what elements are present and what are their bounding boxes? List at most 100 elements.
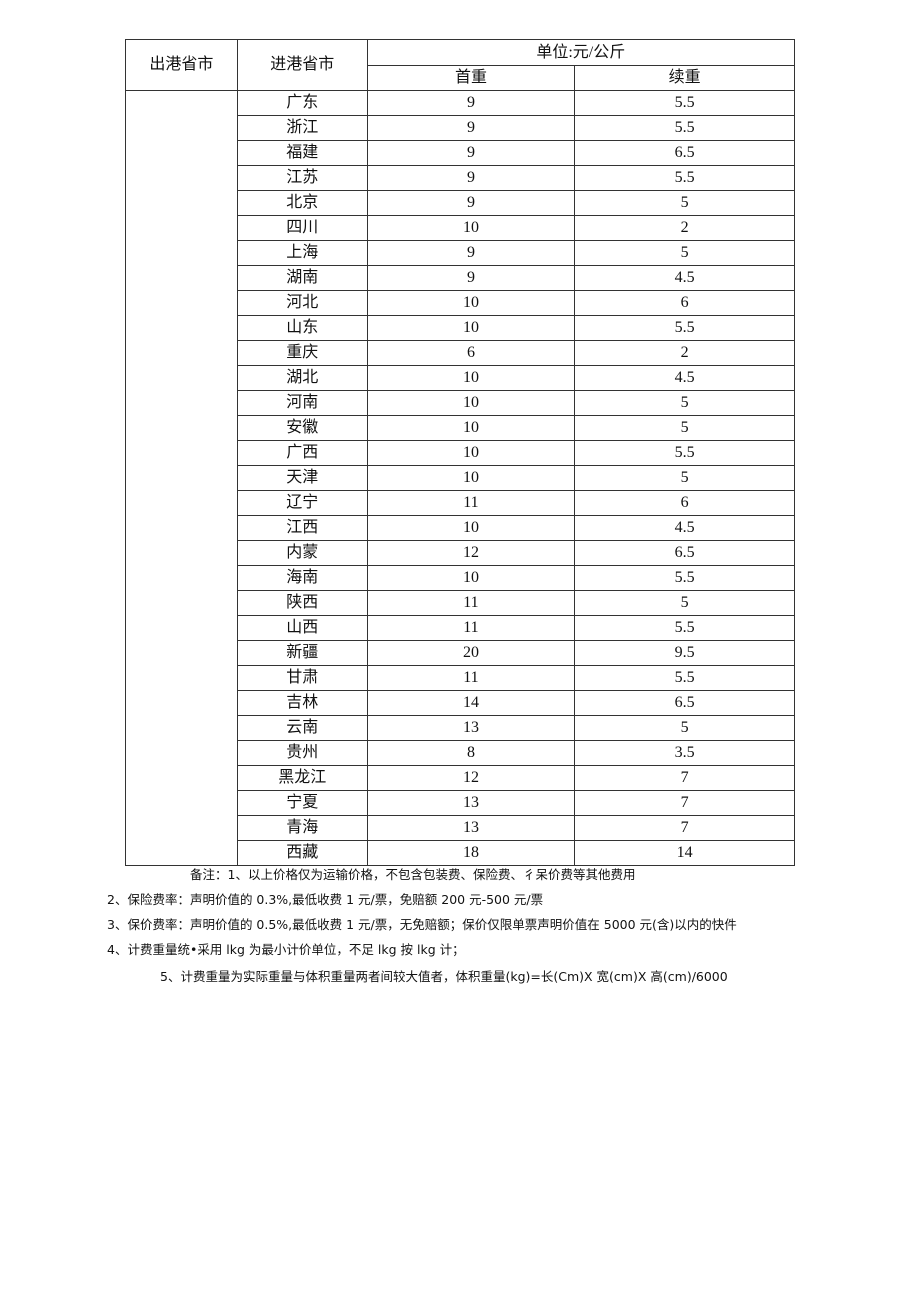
province-cell: 黑龙江 xyxy=(236,765,368,791)
additional-weight-cell: 6.5 xyxy=(574,690,795,716)
additional-weight-cell: 2 xyxy=(574,215,795,241)
province-cell: 辽宁 xyxy=(236,490,368,516)
origin-cell xyxy=(125,90,238,866)
first-weight-cell: 11 xyxy=(366,490,576,516)
first-weight-cell: 11 xyxy=(366,615,576,641)
first-weight-cell: 10 xyxy=(366,215,576,241)
additional-weight-cell: 5 xyxy=(574,715,795,741)
additional-weight-cell: 6 xyxy=(574,490,795,516)
first-weight-cell: 12 xyxy=(366,540,576,566)
province-cell: 宁夏 xyxy=(236,790,368,816)
additional-weight-cell: 5 xyxy=(574,465,795,491)
province-cell: 四川 xyxy=(236,215,368,241)
province-cell: 福建 xyxy=(236,140,368,166)
table-row: 浙江 9 5.5 xyxy=(126,115,795,141)
table-row: 上海 9 5 xyxy=(126,240,795,266)
first-weight-cell: 9 xyxy=(366,115,576,141)
table-row: 内蒙 12 6.5 xyxy=(126,540,795,566)
table-row: 黑龙江 12 7 xyxy=(126,765,795,791)
province-cell: 海南 xyxy=(236,565,368,591)
note-4: 4、计费重量统•采用 lkg 为最小计价单位，不足 lkg 按 lkg 计； xyxy=(107,942,465,957)
first-weight-cell: 9 xyxy=(366,140,576,166)
additional-weight-cell: 5.5 xyxy=(574,440,795,466)
additional-weight-cell: 4.5 xyxy=(574,515,795,541)
additional-weight-cell: 7 xyxy=(574,765,795,791)
first-weight-cell: 9 xyxy=(366,240,576,266)
province-cell: 浙江 xyxy=(236,115,368,141)
additional-weight-cell: 6.5 xyxy=(574,540,795,566)
first-weight-cell: 9 xyxy=(366,190,576,216)
province-cell: 吉林 xyxy=(236,690,368,716)
province-cell: 青海 xyxy=(236,815,368,841)
table-row: 陕西 11 5 xyxy=(126,590,795,616)
first-weight-cell: 10 xyxy=(366,565,576,591)
first-weight-cell: 11 xyxy=(366,590,576,616)
additional-weight-cell: 14 xyxy=(574,840,795,866)
header-unit: 单位:元/公斤 xyxy=(366,39,796,66)
additional-weight-cell: 5.5 xyxy=(574,115,795,141)
table-row: 江西 10 4.5 xyxy=(126,515,795,541)
additional-weight-cell: 3.5 xyxy=(574,740,795,766)
table-row: 重庆 6 2 xyxy=(126,340,795,366)
first-weight-cell: 13 xyxy=(366,790,576,816)
province-cell: 新疆 xyxy=(236,640,368,666)
note-5: 5、计费重量为实际重量与体积重量两者间较大值者，体积重量(kg)=长(Cm)X … xyxy=(160,969,728,984)
province-cell: 江苏 xyxy=(236,165,368,191)
table-row: 河北 10 6 xyxy=(126,290,795,316)
province-cell: 河南 xyxy=(236,390,368,416)
additional-weight-cell: 6 xyxy=(574,290,795,316)
table-row: 贵州 8 3.5 xyxy=(126,740,795,766)
first-weight-cell: 9 xyxy=(366,265,576,291)
table-row: 河南 10 5 xyxy=(126,390,795,416)
province-cell: 云南 xyxy=(236,715,368,741)
additional-weight-cell: 5.5 xyxy=(574,565,795,591)
table-row: 北京 9 5 xyxy=(126,190,795,216)
province-cell: 内蒙 xyxy=(236,540,368,566)
header-first-weight: 首重 xyxy=(366,65,576,91)
rate-table: 出港省市 进港省市 单位:元/公斤 首重 续重 广东 9 5.5 浙江 9 5.5 福建 9 6… xyxy=(125,39,796,866)
additional-weight-cell: 9.5 xyxy=(574,640,795,666)
province-cell: 甘肃 xyxy=(236,665,368,691)
first-weight-cell: 10 xyxy=(366,290,576,316)
first-weight-cell: 11 xyxy=(366,665,576,691)
table-row: 西藏 18 14 xyxy=(126,840,795,866)
province-cell: 天津 xyxy=(236,465,368,491)
first-weight-cell: 14 xyxy=(366,690,576,716)
province-cell: 重庆 xyxy=(236,340,368,366)
table-row: 辽宁 11 6 xyxy=(126,490,795,516)
first-weight-cell: 10 xyxy=(366,440,576,466)
additional-weight-cell: 5 xyxy=(574,390,795,416)
province-cell: 广东 xyxy=(236,90,368,116)
additional-weight-cell: 7 xyxy=(574,790,795,816)
additional-weight-cell: 7 xyxy=(574,815,795,841)
additional-weight-cell: 5.5 xyxy=(574,165,795,191)
additional-weight-cell: 5 xyxy=(574,240,795,266)
additional-weight-cell: 2 xyxy=(574,340,795,366)
first-weight-cell: 10 xyxy=(366,515,576,541)
first-weight-cell: 18 xyxy=(366,840,576,866)
province-cell: 山东 xyxy=(236,315,368,341)
header-destination: 进港省市 xyxy=(236,39,368,91)
note-1: 备注：1、以上价格仅为运输价格，不包含包装费、保险费、彳呆价费等其他费用 xyxy=(190,867,636,882)
first-weight-cell: 12 xyxy=(366,765,576,791)
table-row: 甘肃 11 5.5 xyxy=(126,665,795,691)
table-row: 云南 13 5 xyxy=(126,715,795,741)
first-weight-cell: 8 xyxy=(366,740,576,766)
first-weight-cell: 13 xyxy=(366,815,576,841)
first-weight-cell: 10 xyxy=(366,315,576,341)
note-2: 2、保险费率：声明价值的 0.3%,最低收费 1 元/票，免赔额 200 元-5… xyxy=(107,892,544,907)
additional-weight-cell: 5.5 xyxy=(574,615,795,641)
first-weight-cell: 20 xyxy=(366,640,576,666)
table-row: 山西 11 5.5 xyxy=(126,615,795,641)
table-row: 吉林 14 6.5 xyxy=(126,690,795,716)
additional-weight-cell: 4.5 xyxy=(574,265,795,291)
first-weight-cell: 10 xyxy=(366,465,576,491)
first-weight-cell: 10 xyxy=(366,390,576,416)
additional-weight-cell: 6.5 xyxy=(574,140,795,166)
province-cell: 广西 xyxy=(236,440,368,466)
province-cell: 安徽 xyxy=(236,415,368,441)
additional-weight-cell: 5.5 xyxy=(574,315,795,341)
first-weight-cell: 9 xyxy=(366,90,576,116)
additional-weight-cell: 5 xyxy=(574,190,795,216)
province-cell: 湖北 xyxy=(236,365,368,391)
